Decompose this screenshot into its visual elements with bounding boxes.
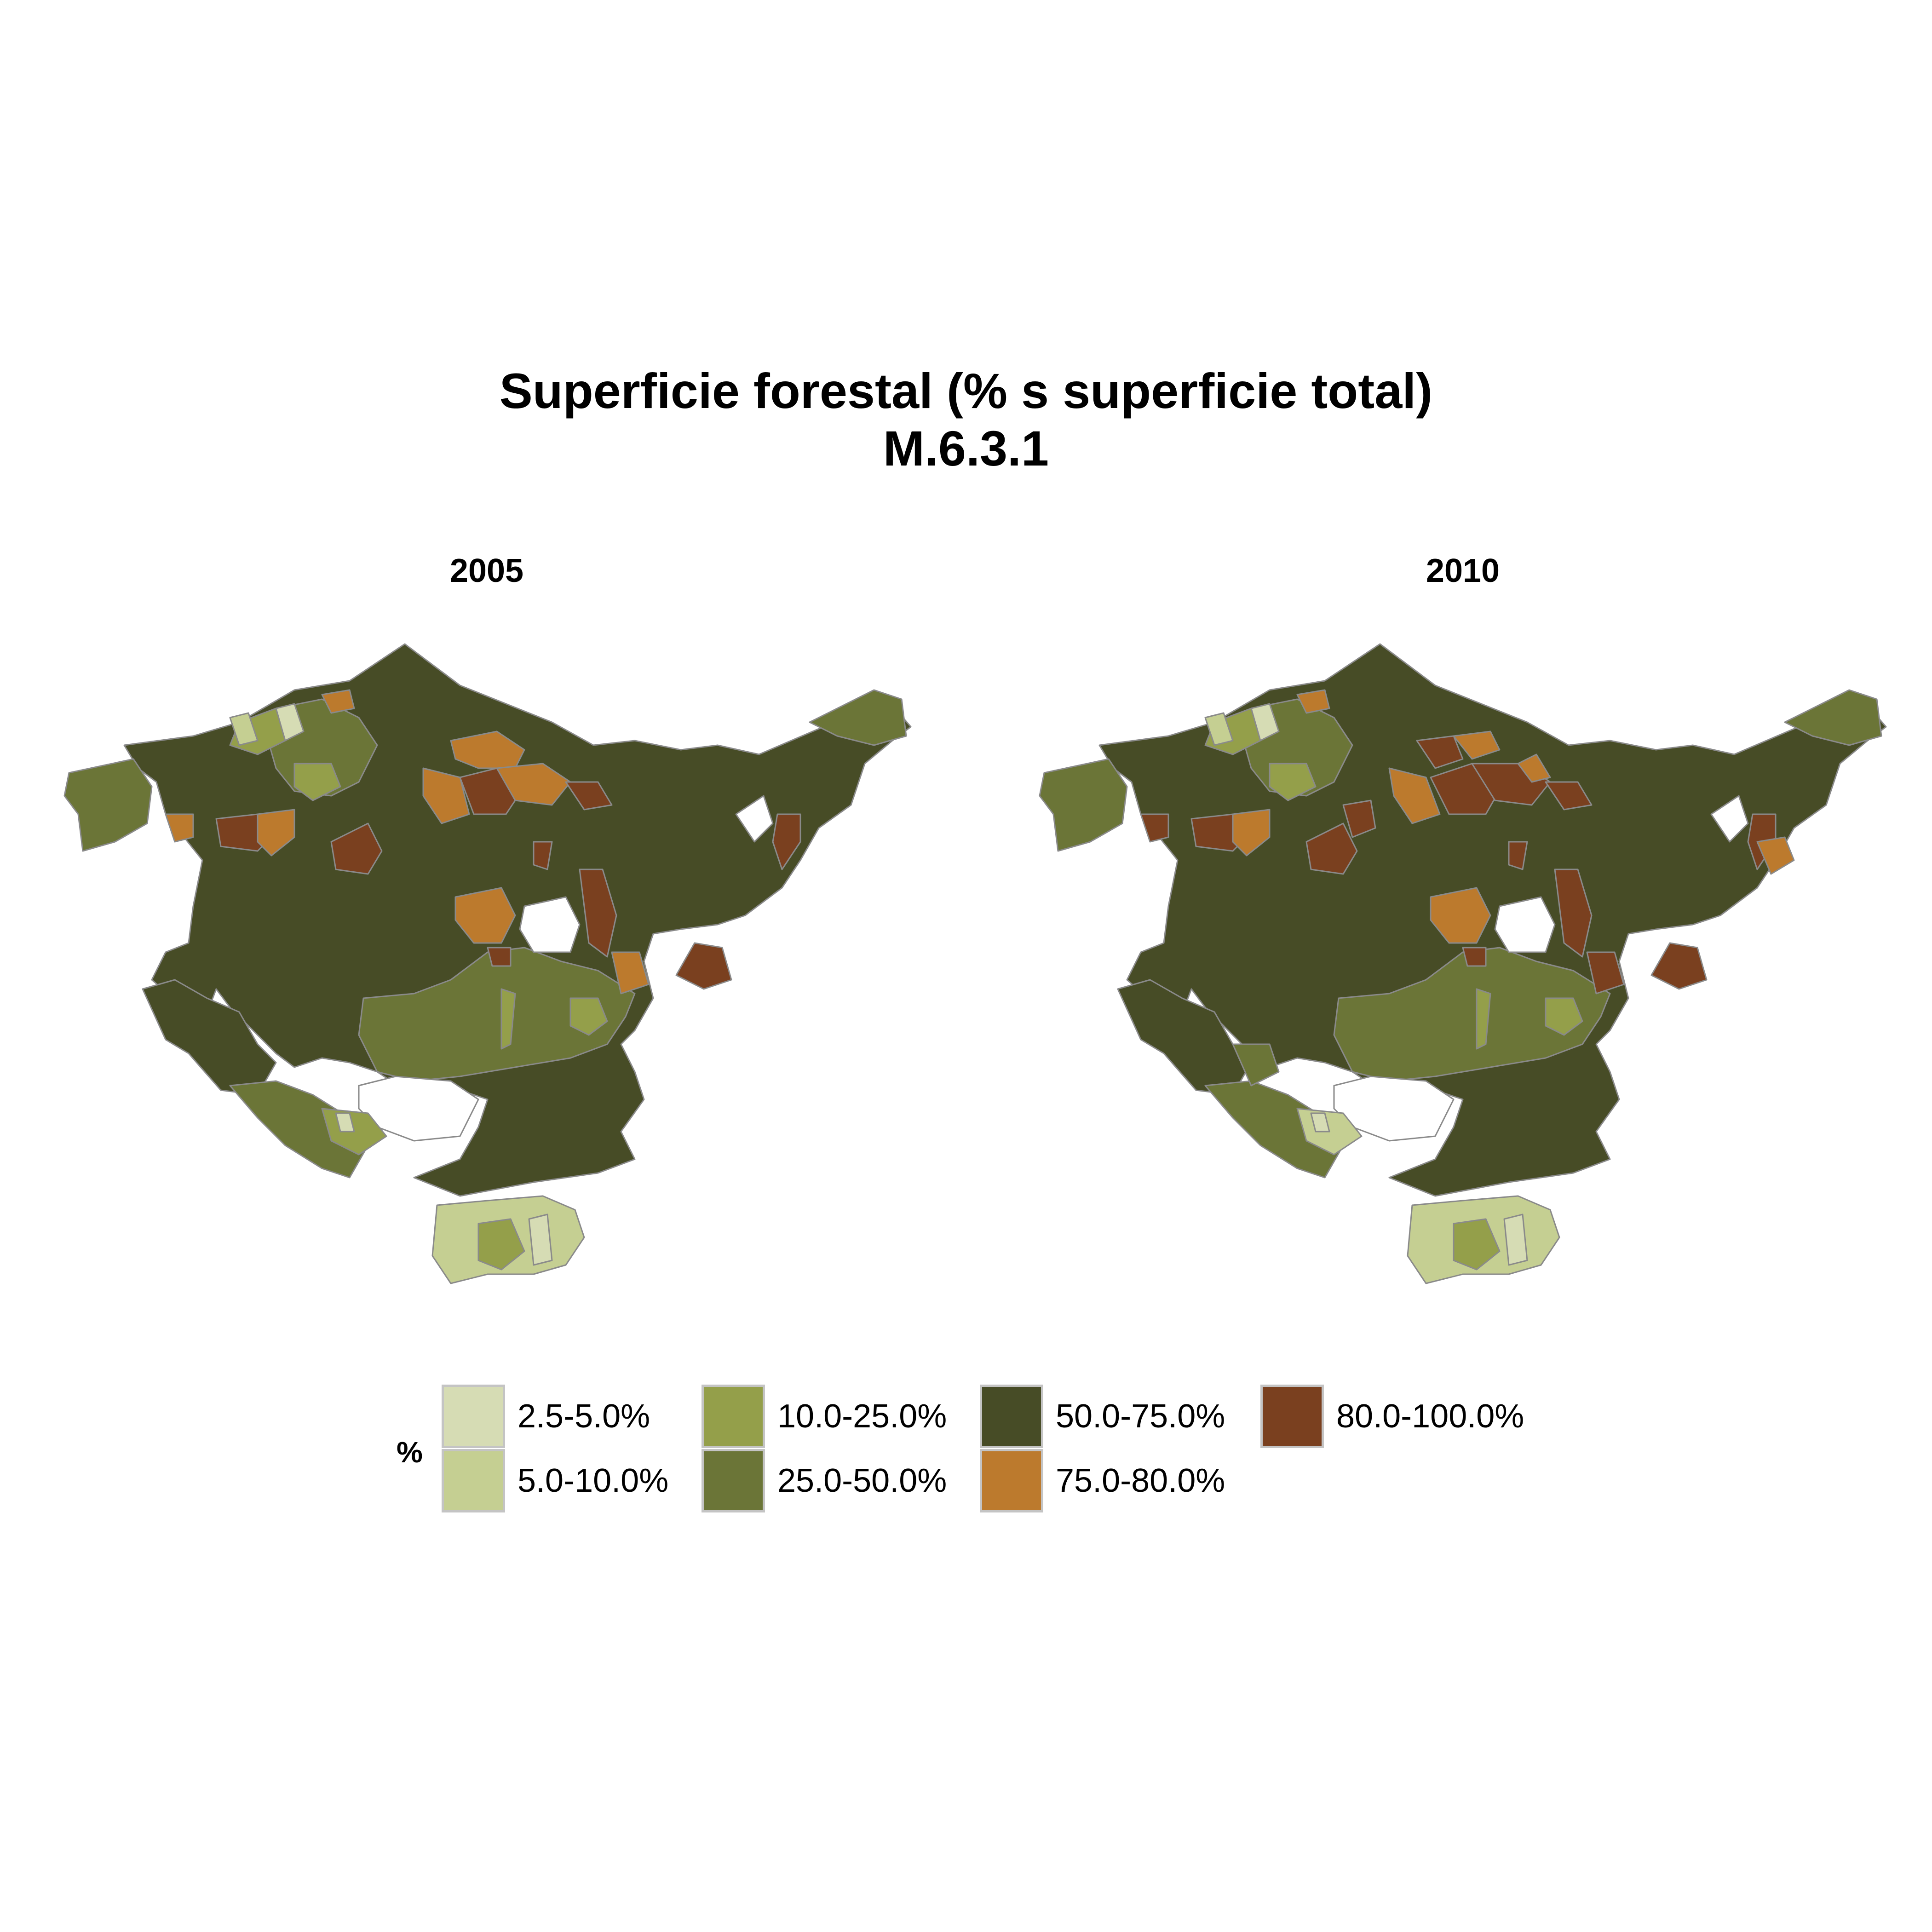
region-10-25 <box>1545 997 1583 1036</box>
enclave <box>519 896 581 953</box>
region-75-80 <box>422 767 470 824</box>
region-75-80 <box>1430 887 1491 944</box>
region-75-80 <box>454 887 516 944</box>
legend-swatch-25-50 <box>702 1449 765 1512</box>
region-2-5 <box>275 703 305 742</box>
region-80-100 <box>565 781 613 811</box>
region-10-25 <box>500 988 516 1050</box>
region-75-80 <box>321 689 355 714</box>
region-80-100 <box>1554 868 1593 958</box>
panel-title-2005: 2005 <box>449 552 524 589</box>
region-75-80 <box>1756 836 1795 875</box>
legend-title: % <box>397 1436 423 1469</box>
legend-label: 2.5-5.0% <box>518 1398 650 1435</box>
region-75-80 <box>1453 730 1501 760</box>
region-10-25 <box>569 997 608 1036</box>
legend-label: 50.0-75.0% <box>1056 1398 1225 1435</box>
region-75-80 <box>257 809 295 857</box>
region-2-5 <box>1250 703 1280 742</box>
region-80-100 <box>1508 841 1528 870</box>
enclave <box>735 795 774 843</box>
region-50-75 <box>142 979 277 1096</box>
region-75-80 <box>1296 689 1330 714</box>
legend-swatch-50-75 <box>980 1385 1043 1448</box>
region-25-50 <box>229 1080 369 1179</box>
panel-title-2010: 2010 <box>1426 552 1500 589</box>
enclave <box>1710 795 1749 843</box>
region-25-50 <box>63 758 153 852</box>
legend-swatch-75-80 <box>980 1449 1043 1512</box>
region-80-100 <box>1140 813 1169 843</box>
region-80-100 <box>1416 735 1464 769</box>
region-80-100 <box>1650 942 1708 990</box>
region-75-80 <box>496 763 571 806</box>
map-title: Superficie forestal (% s superficie tota… <box>499 363 1433 419</box>
legend-label: 75.0-80.0% <box>1056 1462 1225 1499</box>
region-25-50 <box>1784 689 1882 746</box>
region-75-80 <box>611 951 650 995</box>
region-25-50 <box>1204 1080 1344 1179</box>
region-75-80 <box>1517 753 1551 783</box>
legend-label: 25.0-50.0% <box>777 1462 947 1499</box>
region-2-5 <box>528 1213 553 1266</box>
region-10-25 <box>1476 988 1491 1050</box>
region-10-25 <box>293 763 341 801</box>
legend-label: 80.0-100.0% <box>1336 1398 1524 1435</box>
region-80-100 <box>579 868 617 958</box>
region-2-5 <box>1503 1213 1528 1266</box>
legend-swatch-80-100 <box>1260 1385 1324 1448</box>
region-2-5 <box>1310 1112 1330 1133</box>
region-10-25 <box>1453 1218 1501 1271</box>
region-80-100 <box>1586 951 1625 995</box>
region-10-25 <box>477 1218 525 1271</box>
legend-swatch-5-10 <box>442 1449 505 1512</box>
region-80-100 <box>1462 947 1487 967</box>
region-25-50 <box>809 689 907 746</box>
legend-swatch-10-25 <box>702 1385 765 1448</box>
region-10-25 <box>1269 763 1317 801</box>
region-5-10 <box>1204 712 1234 746</box>
legend-swatch-2-5 <box>442 1385 505 1448</box>
map-panel-2010 <box>1039 643 1887 1284</box>
region-5-10 <box>229 712 259 746</box>
region-75-80 <box>165 813 194 843</box>
region-80-100 <box>1545 781 1593 811</box>
legend-label: 5.0-10.0% <box>518 1462 669 1499</box>
region-75-80 <box>1232 809 1271 857</box>
region-80-100 <box>533 841 553 870</box>
map-panel-2005 <box>63 643 912 1284</box>
map-subtitle: M.6.3.1 <box>883 420 1049 476</box>
region-25-50 <box>1039 758 1128 852</box>
region-80-100 <box>675 942 732 990</box>
legend-label: 10.0-25.0% <box>777 1398 947 1435</box>
region-80-100 <box>772 813 801 870</box>
region-80-100 <box>330 822 383 875</box>
region-80-100 <box>1342 799 1376 838</box>
region-25-50 <box>1232 1043 1280 1087</box>
region-75-80 <box>1388 767 1441 824</box>
region-80-100 <box>1305 822 1358 875</box>
region-2-5 <box>335 1112 355 1133</box>
region-80-100 <box>487 947 512 967</box>
enclave <box>1494 896 1556 953</box>
